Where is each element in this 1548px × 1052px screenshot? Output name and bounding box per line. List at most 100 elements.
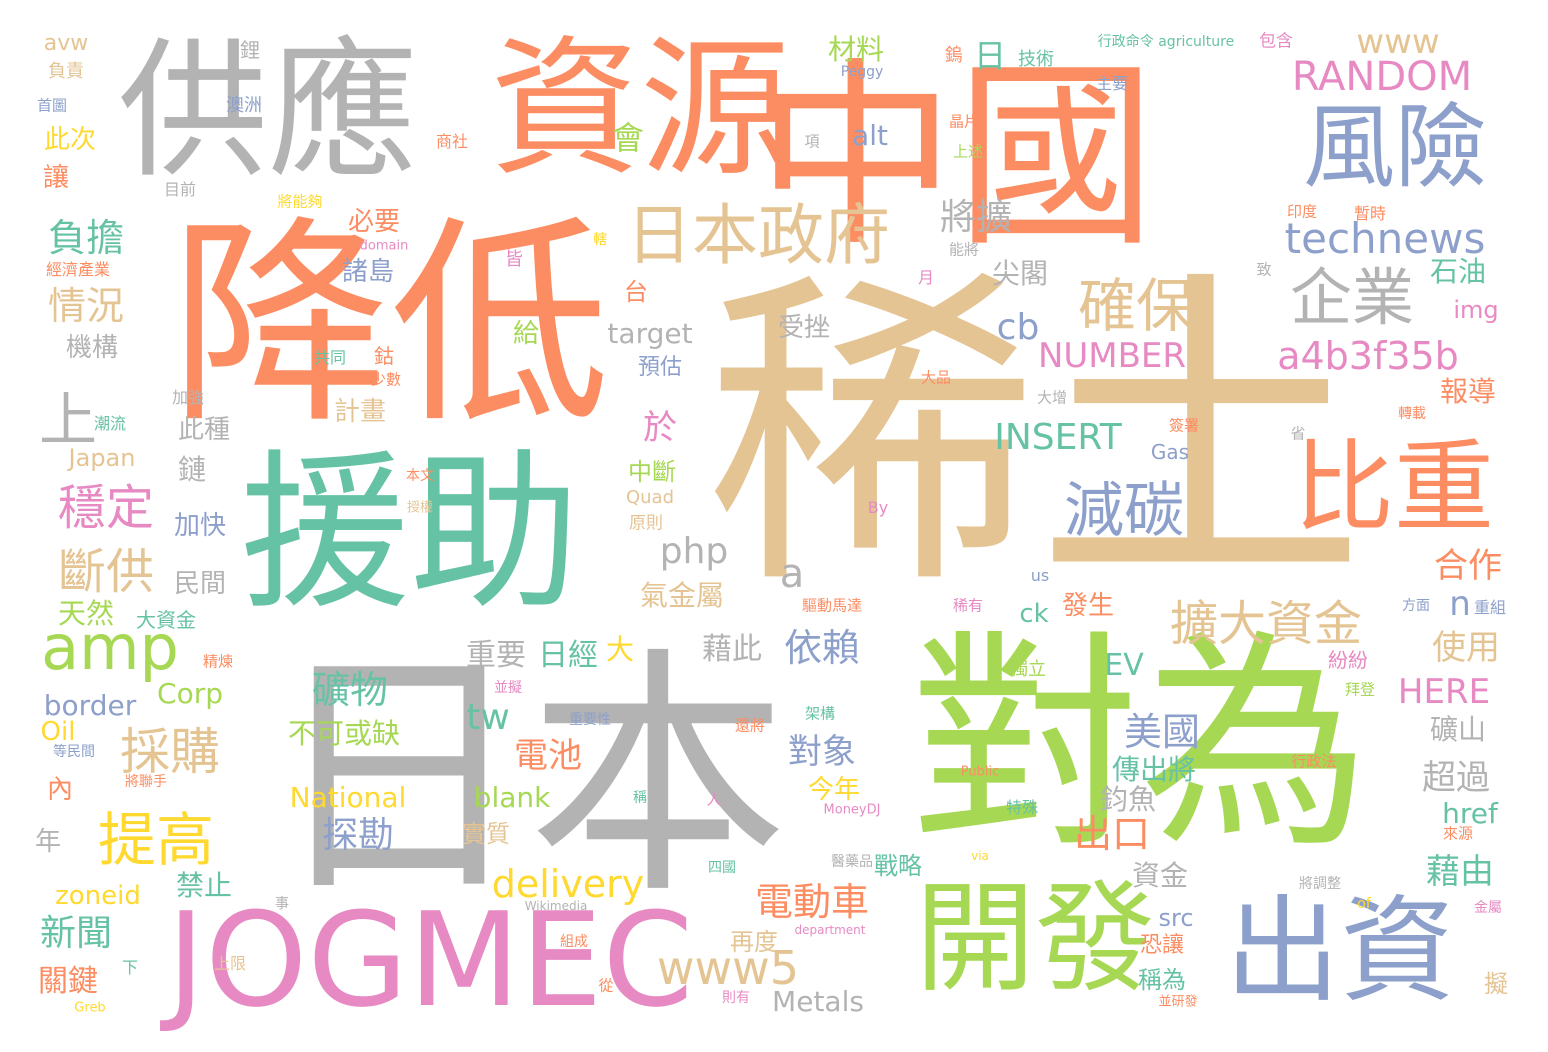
word-包含: 包含 xyxy=(1259,31,1293,52)
word-人: 人 xyxy=(706,790,722,809)
word-RANDOM: RANDOM xyxy=(1291,54,1473,100)
word-本文: 本文 xyxy=(406,468,434,484)
word-於: 於 xyxy=(643,408,677,448)
word-技術: 技術 xyxy=(1018,49,1054,70)
word-主要: 主要 xyxy=(1095,74,1129,93)
word-諸島: 諸島 xyxy=(341,257,395,287)
word-援助: 援助 xyxy=(239,435,581,633)
word-發生: 發生 xyxy=(1061,591,1115,621)
word-關鍵: 關鍵 xyxy=(38,964,98,999)
word-Greb: Greb xyxy=(74,1000,106,1016)
word-受挫: 受挫 xyxy=(777,313,831,343)
word-原則: 原則 xyxy=(629,513,663,534)
word-省: 省 xyxy=(1290,424,1306,443)
word-項: 項 xyxy=(804,132,820,151)
word-擴大資金: 擴大資金 xyxy=(1169,596,1363,652)
word-ck: ck xyxy=(1019,599,1049,629)
word-擬: 擬 xyxy=(1484,970,1508,998)
word-紛紛: 紛紛 xyxy=(1328,648,1368,672)
word-印度: 印度 xyxy=(1286,202,1318,221)
word-稀有: 稀有 xyxy=(952,596,984,615)
word-NUMBER: NUMBER xyxy=(1037,336,1187,376)
word-delivery: delivery xyxy=(491,862,645,906)
word-出資: 出資 xyxy=(1224,884,1456,1019)
word-負責: 負責 xyxy=(48,61,84,82)
word-架構: 架構 xyxy=(804,704,836,723)
word-並擬: 並擬 xyxy=(494,680,522,696)
word-新聞: 新聞 xyxy=(39,913,113,954)
word-實質: 實質 xyxy=(462,820,510,848)
word-來源: 來源 xyxy=(1442,824,1474,843)
word-重要: 重要 xyxy=(466,638,526,673)
word-還將: 還將 xyxy=(734,716,766,735)
word-拜登: 拜登 xyxy=(1344,680,1376,699)
word-少數: 少數 xyxy=(370,370,402,389)
word-Quad: Quad xyxy=(625,487,675,508)
word-報導: 報導 xyxy=(1439,375,1497,408)
word-鈞魚: 鈞魚 xyxy=(1099,783,1157,816)
word-Oil: Oil xyxy=(40,717,76,747)
word-必要: 必要 xyxy=(347,207,401,237)
word-戰略: 戰略 xyxy=(874,852,922,880)
word-經濟產業: 經濟產業 xyxy=(45,260,111,279)
word-鋰: 鋰 xyxy=(240,38,260,62)
word-img: img xyxy=(1453,296,1499,324)
word-JOGMEC: JOGMEC xyxy=(166,884,694,1036)
word-探勘: 探勘 xyxy=(321,815,395,856)
word-上: 上 xyxy=(38,386,98,454)
word-鏈: 鏈 xyxy=(177,453,207,486)
word-藉由: 藉由 xyxy=(1426,852,1494,892)
word-By: By xyxy=(867,498,889,517)
word-降低: 降低 xyxy=(169,197,611,453)
word-比重: 比重 xyxy=(1294,429,1494,546)
word-對象: 對象 xyxy=(788,732,856,772)
word-www: www xyxy=(1356,22,1440,62)
word-暫時: 暫時 xyxy=(1353,204,1387,223)
word-商社: 商社 xyxy=(435,132,469,151)
word-中國: 中國 xyxy=(755,41,1157,274)
word-中斷: 中斷 xyxy=(628,458,676,486)
word-月: 月 xyxy=(917,268,935,287)
word-amp: amp xyxy=(41,611,179,684)
word-MoneyDJ: MoneyDJ xyxy=(823,802,881,818)
word-驅動馬達: 驅動馬達 xyxy=(801,596,863,615)
word-禁止: 禁止 xyxy=(175,869,233,902)
word-內: 內 xyxy=(46,775,74,805)
word-php: php xyxy=(659,531,729,572)
word-INSERT: INSERT xyxy=(994,417,1122,458)
word-將擴: 將擴 xyxy=(939,197,1013,238)
word-target: target xyxy=(607,317,693,350)
word-合作: 合作 xyxy=(1434,546,1502,586)
word-首圖: 首圖 xyxy=(36,96,68,115)
word-行政法: 行政法 xyxy=(1291,752,1337,771)
word-石油: 石油 xyxy=(1429,255,1487,288)
word-Peggy: Peggy xyxy=(840,64,884,80)
word-皆: 皆 xyxy=(505,249,523,270)
word-www5: www5 xyxy=(656,941,800,995)
word-稱: 稱 xyxy=(633,790,647,806)
word-使用: 使用 xyxy=(1432,628,1500,668)
word-重組: 重組 xyxy=(1473,598,1507,617)
word-將能夠: 將能夠 xyxy=(277,192,323,211)
word-供應: 供應 xyxy=(117,25,419,199)
word-材料: 材料 xyxy=(827,33,885,66)
word-共同: 共同 xyxy=(313,348,347,367)
word-technews: technews xyxy=(1284,214,1486,263)
word-日經: 日經 xyxy=(538,638,598,673)
word-src: src xyxy=(1158,904,1194,932)
word-alt: alt xyxy=(852,119,888,152)
word-潮流: 潮流 xyxy=(93,414,127,433)
word-of: of xyxy=(1357,896,1371,912)
word-大: 大 xyxy=(605,633,635,666)
word-澳洲: 澳洲 xyxy=(226,95,262,116)
word-Corp: Corp xyxy=(157,677,223,710)
word-border: border xyxy=(43,689,137,722)
word-負擔: 負擔 xyxy=(47,216,125,260)
word-Wikimedia: Wikimedia xyxy=(524,899,588,913)
word-尖閣: 尖閣 xyxy=(991,257,1049,290)
word-EV: EV xyxy=(1104,648,1144,683)
word-轄: 轄 xyxy=(593,232,607,248)
word-穩定: 穩定 xyxy=(57,480,155,536)
word-年: 年 xyxy=(34,827,62,857)
